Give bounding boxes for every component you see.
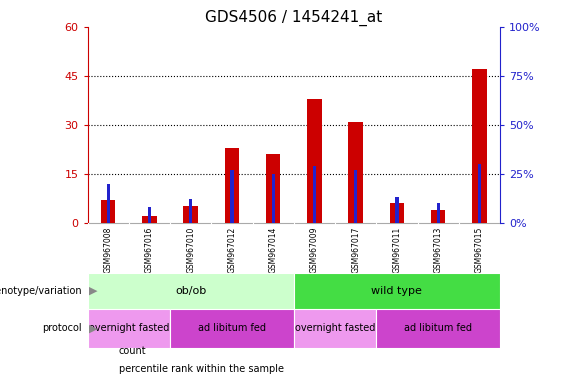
Bar	[266, 154, 280, 223]
Text: GSM967016: GSM967016	[145, 227, 154, 273]
Bar	[101, 200, 115, 223]
Bar	[472, 70, 486, 223]
Text: overnight fasted: overnight fasted	[295, 323, 375, 333]
Text: GDS4506 / 1454241_at: GDS4506 / 1454241_at	[205, 10, 383, 26]
Bar	[170, 309, 294, 348]
Text: GSM967010: GSM967010	[186, 227, 195, 273]
Text: GSM967015: GSM967015	[475, 227, 484, 273]
Text: ob/ob: ob/ob	[175, 286, 206, 296]
Bar	[437, 203, 440, 223]
Bar	[390, 203, 404, 223]
Text: ▶: ▶	[89, 286, 97, 296]
Text: ▶: ▶	[89, 323, 97, 333]
Bar	[272, 174, 275, 223]
Text: GSM967013: GSM967013	[434, 227, 442, 273]
Bar	[107, 184, 110, 223]
Text: protocol: protocol	[42, 323, 82, 333]
Bar	[307, 99, 321, 223]
Text: GSM967014: GSM967014	[269, 227, 277, 273]
Bar	[349, 121, 363, 223]
Bar	[142, 216, 157, 223]
Text: ad libitum fed: ad libitum fed	[404, 323, 472, 333]
Bar	[354, 170, 357, 223]
Bar	[148, 207, 151, 223]
Text: count: count	[119, 346, 146, 356]
Text: GSM967008: GSM967008	[104, 227, 112, 273]
Bar	[396, 197, 398, 223]
Text: GSM967017: GSM967017	[351, 227, 360, 273]
Bar	[184, 207, 198, 223]
Bar	[225, 148, 239, 223]
Text: GSM967011: GSM967011	[393, 227, 401, 273]
Text: GSM967009: GSM967009	[310, 227, 319, 273]
Text: percentile rank within the sample: percentile rank within the sample	[119, 364, 284, 374]
Bar	[88, 273, 294, 309]
Bar	[294, 309, 376, 348]
Text: wild type: wild type	[371, 286, 423, 296]
Text: overnight fasted: overnight fasted	[89, 323, 169, 333]
Bar	[376, 309, 500, 348]
Bar	[88, 309, 170, 348]
Bar	[231, 170, 233, 223]
Bar	[478, 164, 481, 223]
Text: genotype/variation: genotype/variation	[0, 286, 82, 296]
Bar	[431, 210, 445, 223]
Bar	[313, 166, 316, 223]
Bar	[294, 273, 500, 309]
Text: ad libitum fed: ad libitum fed	[198, 323, 266, 333]
Text: GSM967012: GSM967012	[228, 227, 236, 273]
Bar	[189, 199, 192, 223]
